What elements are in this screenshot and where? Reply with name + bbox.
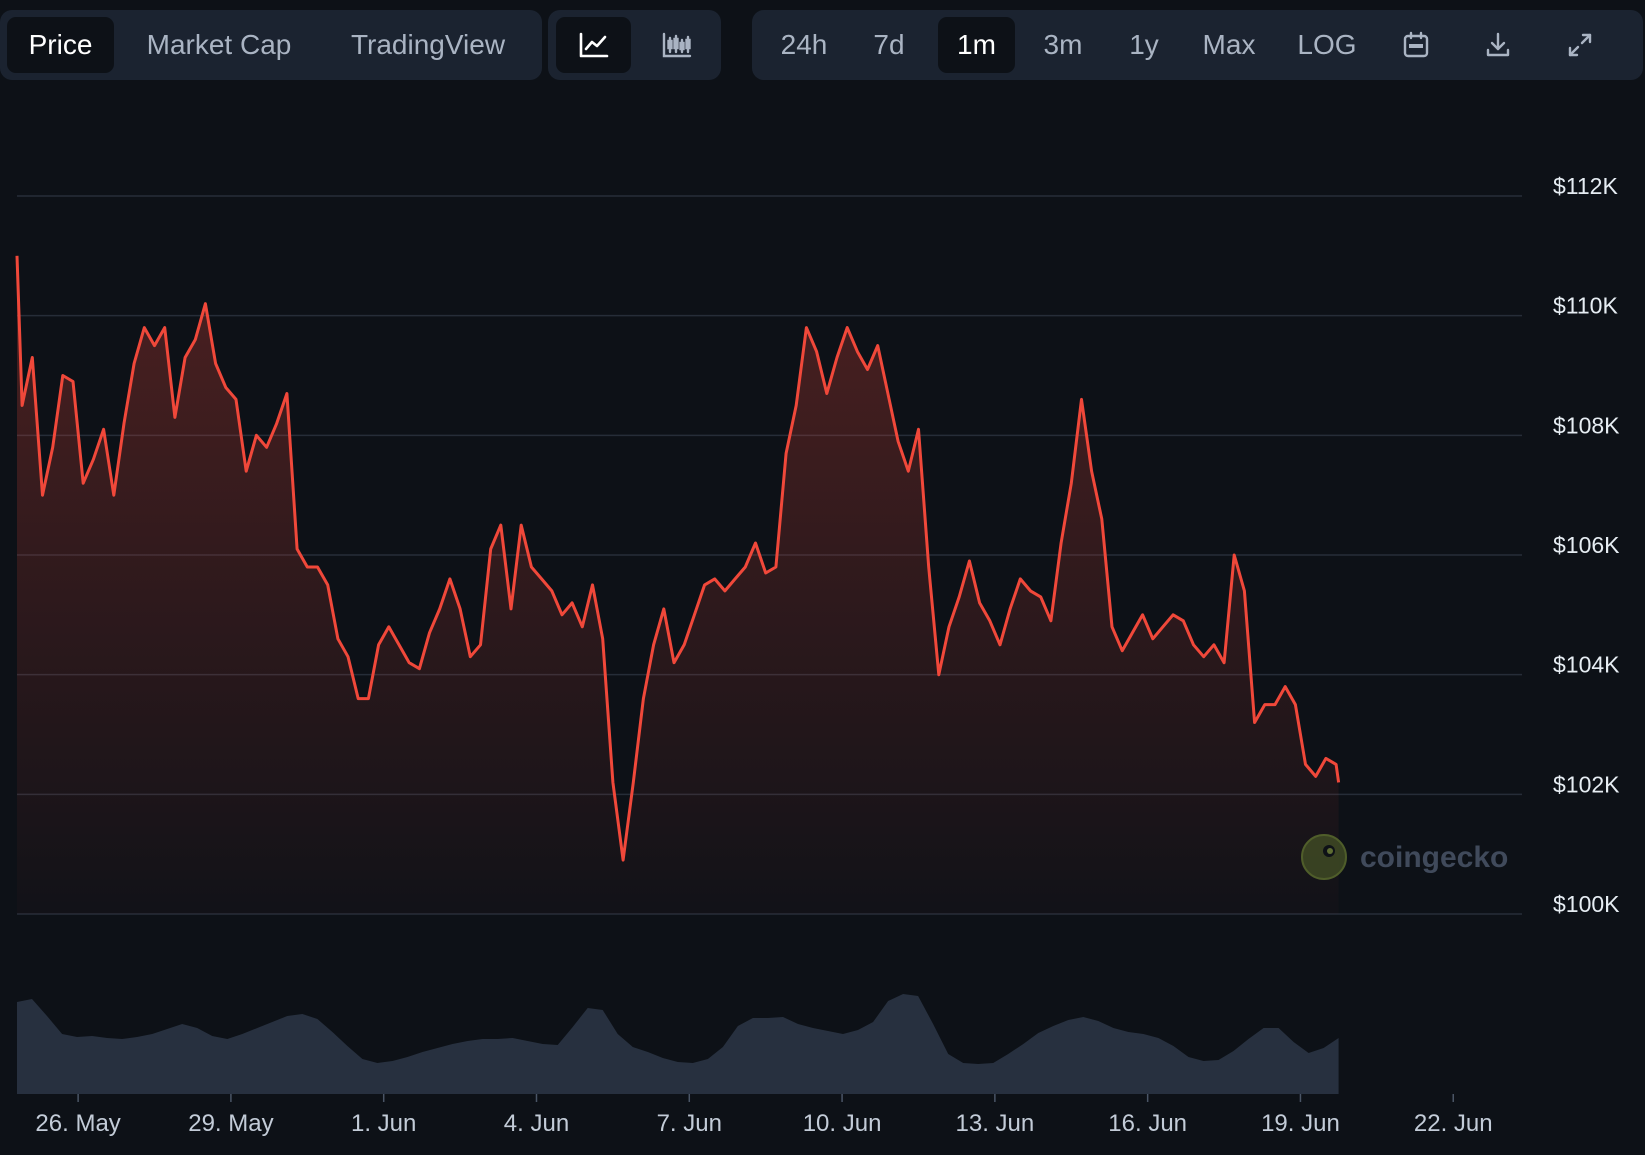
range-3m[interactable]: 3m — [1043, 29, 1083, 60]
coingecko-logo — [1301, 834, 1347, 880]
range-group: 24h 7d 1m 3m 1y Max LOG — [752, 10, 1643, 80]
tab-tradingview[interactable]: TradingView — [350, 29, 506, 60]
x-tick-label: 13. Jun — [956, 1110, 1035, 1137]
y-tick-label: $102K — [1553, 771, 1620, 797]
y-tick-label: $104K — [1553, 652, 1620, 678]
fullscreen-button[interactable] — [1544, 17, 1616, 73]
line-chart-icon — [579, 32, 608, 58]
y-tick-label: $108K — [1553, 412, 1620, 438]
range-7d[interactable]: 7d — [873, 29, 905, 60]
calendar-icon — [1403, 31, 1429, 58]
range-1y[interactable]: 1y — [1129, 29, 1159, 60]
x-tick-label: 19. Jun — [1261, 1110, 1340, 1137]
x-tick-label: 1. Jun — [351, 1110, 416, 1137]
tab-market-cap[interactable]: Market Cap — [146, 29, 292, 60]
y-axis: $100K $102K $104K $106K $108K $110K $112K — [1553, 173, 1620, 917]
y-tick-label: $106K — [1553, 532, 1620, 558]
view-tab-group: Price Market Cap TradingView — [0, 10, 542, 80]
tab-price[interactable]: Price — [7, 17, 114, 73]
x-tick-label: 7. Jun — [657, 1110, 722, 1137]
y-tick-label: $112K — [1553, 173, 1618, 199]
log-scale-toggle[interactable]: LOG — [1297, 29, 1357, 60]
price-line — [15, 255, 1341, 862]
x-tick-label: 29. May — [188, 1110, 273, 1137]
watermark-text: coingecko — [1360, 841, 1508, 874]
fullscreen-icon — [1568, 33, 1592, 57]
x-tick-label: 10. Jun — [803, 1110, 882, 1137]
candlestick-icon — [662, 32, 691, 58]
x-tick-label: 22. Jun — [1414, 1110, 1493, 1137]
chart-style-group — [548, 10, 721, 80]
y-tick-label: $100K — [1553, 891, 1620, 917]
range-24h[interactable]: 24h — [780, 29, 828, 60]
price-area-fill — [17, 255, 1339, 915]
x-tick-label: 16. Jun — [1108, 1110, 1187, 1137]
range-max[interactable]: Max — [1202, 29, 1256, 60]
download-button[interactable] — [1462, 17, 1534, 73]
volume-area — [17, 994, 1339, 1094]
x-tick-label: 4. Jun — [504, 1110, 569, 1137]
range-1m[interactable]: 1m — [938, 17, 1015, 73]
coingecko-watermark: coingecko — [1301, 834, 1508, 880]
line-chart-button[interactable] — [556, 17, 631, 73]
calendar-button[interactable] — [1380, 17, 1452, 73]
y-tick-label: $110K — [1553, 293, 1618, 319]
x-axis: 26. May 29. May 1. Jun 4. Jun 7. Jun 10. Jun 1… — [35, 1094, 1493, 1137]
candlestick-button[interactable] — [639, 17, 714, 73]
x-tick-label: 26. May — [35, 1110, 120, 1137]
download-icon — [1486, 32, 1510, 57]
